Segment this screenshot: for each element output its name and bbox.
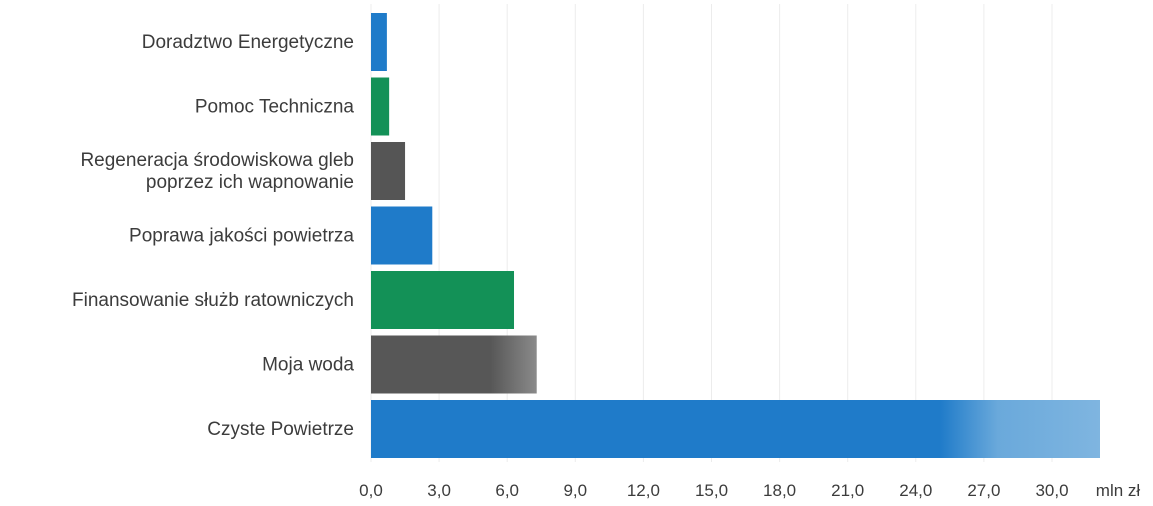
bar [371,77,390,136]
x-tick-label: 27,0 [967,481,1000,500]
category-label: Doradztwo Energetyczne [142,32,354,53]
bars [371,13,1100,458]
x-tick-label: 24,0 [899,481,932,500]
bar [371,142,406,200]
x-tick-label: 3,0 [427,481,451,500]
category-labels: Doradztwo Energetyczne Pomoc Techniczna Re… [72,32,354,440]
bar [371,13,387,71]
bar [371,400,1100,458]
x-tick-label: 9,0 [563,481,587,500]
category-label: Czyste Powietrze [207,419,354,440]
x-tick-label: 18,0 [763,481,796,500]
category-label: Finansowanie służb ratowniczych [72,290,354,311]
x-tick-label: 12,0 [627,481,660,500]
x-unit-label: mln zł [1096,481,1141,500]
bar [371,335,537,394]
category-label: Moja woda [262,355,354,376]
x-tick-label: 30,0 [1035,481,1068,500]
x-tick-label: 15,0 [695,481,728,500]
x-tick-label: 0,0 [359,481,383,500]
category-label: Regeneracja środowiskowa gleb poprzez ich… [80,150,354,193]
x-tick-labels: 0,0 3,0 6,0 9,0 12,0 15,0 18,0 21,0 24,0 27,0 30,0 [359,481,1068,500]
gridlines [370,4,1053,462]
bar [371,206,433,265]
category-label: Poprawa jakości powietrza [129,226,354,247]
category-label: Pomoc Techniczna [195,97,355,118]
x-tick-label: 21,0 [831,481,864,500]
x-tick-label: 6,0 [495,481,519,500]
bar [371,271,515,329]
